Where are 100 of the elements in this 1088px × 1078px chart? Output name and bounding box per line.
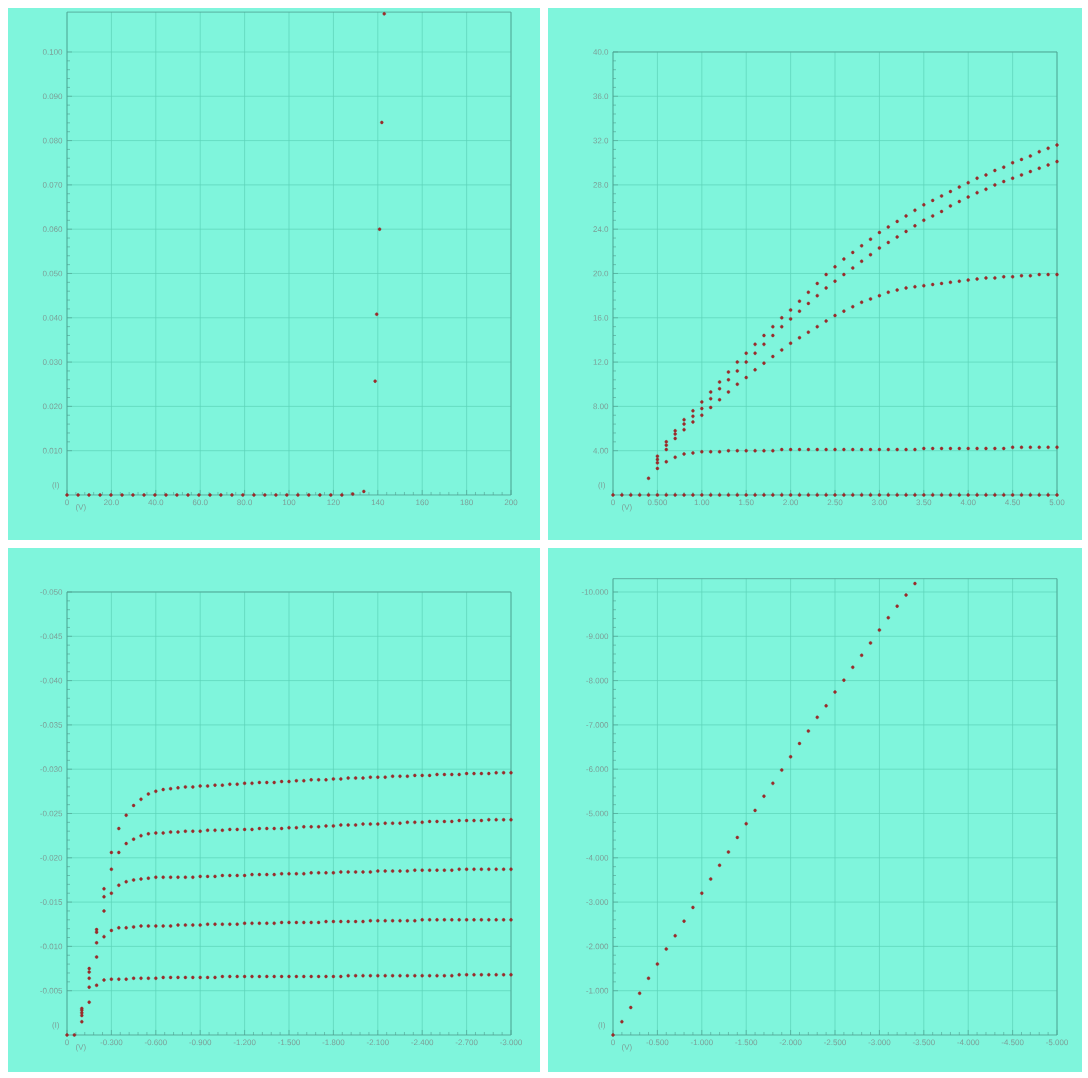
point [161,831,165,835]
point [726,378,731,382]
point [139,924,143,928]
point [390,869,395,873]
point [228,827,232,832]
point [780,447,784,452]
point [744,351,748,355]
point [390,918,395,923]
point [930,214,935,218]
point [353,776,358,780]
point [1010,275,1015,279]
point [886,493,890,497]
point [316,871,321,875]
point [220,783,225,787]
point [316,778,321,782]
point [948,204,953,208]
point [788,493,793,497]
point [442,868,447,872]
point [895,447,899,452]
point [413,868,417,872]
point [302,779,306,783]
point [975,176,979,180]
point [487,918,491,922]
point [383,869,387,873]
point [87,985,91,989]
point [351,492,355,496]
point [797,336,802,340]
point [691,493,695,497]
point [501,771,506,775]
point [146,832,151,836]
point [1002,446,1006,451]
point [509,867,513,872]
point [265,780,269,785]
point [131,878,136,882]
point [235,827,239,832]
point [948,493,953,497]
point [494,771,498,775]
point [1019,445,1024,450]
point [131,493,135,497]
point [250,781,254,786]
point [1055,493,1059,497]
point [762,333,766,338]
point [975,493,979,497]
point [851,493,855,497]
point [479,918,484,922]
point [252,493,256,497]
point [655,466,660,471]
point [744,821,748,826]
point [487,771,491,776]
point [272,921,276,926]
point [966,195,970,199]
point [939,493,944,497]
point [930,282,935,287]
point [957,493,962,497]
point [717,398,722,402]
point [842,447,846,452]
point [815,324,819,329]
point [726,390,731,394]
point [376,775,380,779]
point [939,446,944,451]
point [930,198,935,203]
point [851,665,855,669]
point [405,774,410,778]
point [629,493,633,497]
point [930,493,935,497]
point [886,240,890,245]
point [102,934,106,939]
point [815,447,819,452]
point [405,918,410,923]
point [930,446,935,451]
point [242,781,247,786]
point [833,447,837,452]
point [877,293,882,298]
point [922,218,926,223]
point [450,918,454,922]
point [611,1033,615,1037]
point [235,922,239,926]
point [824,704,828,708]
point [427,773,432,778]
point [287,779,291,784]
point [966,278,970,282]
point [1002,179,1006,184]
point [398,869,402,873]
point [859,300,864,304]
point [109,493,113,497]
point [700,413,704,417]
point [398,774,402,778]
point [205,784,210,788]
point [1037,493,1041,497]
point [682,427,686,432]
point [904,229,908,234]
point [117,826,121,831]
point [691,420,695,424]
point [450,868,454,872]
point [198,874,202,879]
point [331,871,336,875]
point [242,827,247,832]
point [904,214,908,218]
point [94,930,99,934]
point [109,850,114,855]
